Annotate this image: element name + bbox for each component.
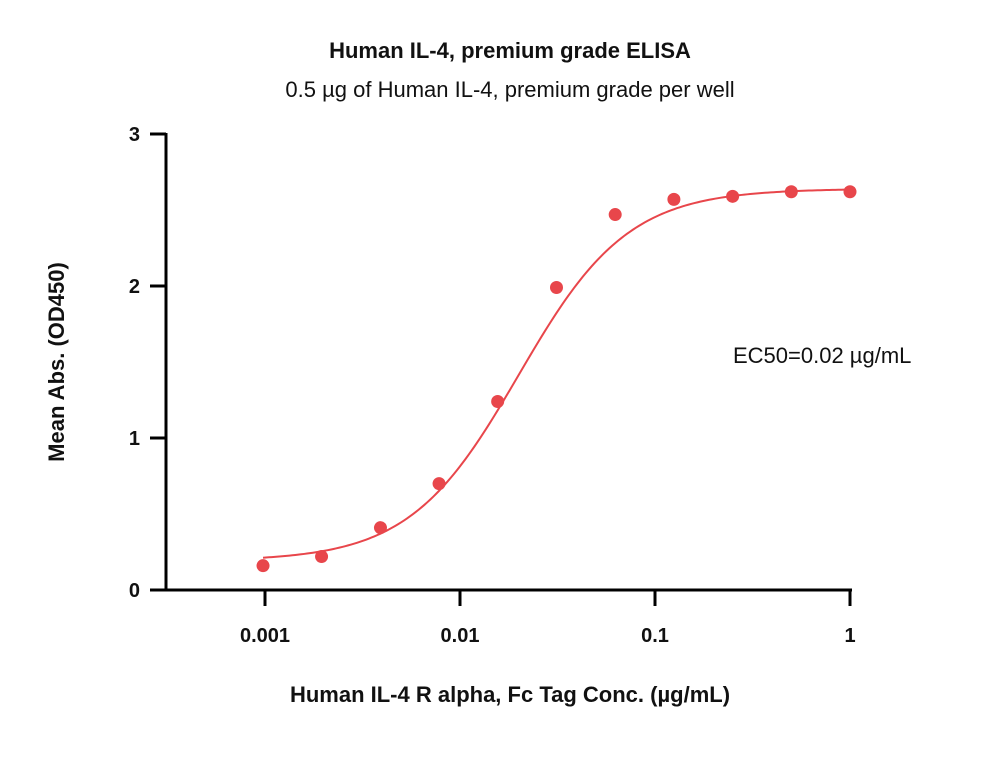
data-point xyxy=(843,185,857,199)
y-tick-label: 2 xyxy=(129,276,140,298)
data-points xyxy=(256,185,857,573)
x-ticks: 0.001 0.01 0.1 1 xyxy=(240,590,856,647)
data-point xyxy=(432,477,446,491)
data-point xyxy=(491,395,505,409)
y-ticks: 0 1 2 3 xyxy=(129,124,166,602)
chart-title: Human IL-4, premium grade ELISA xyxy=(329,38,691,63)
x-tick-label: 0.1 xyxy=(641,625,669,647)
y-tick-label: 3 xyxy=(129,124,140,146)
data-point xyxy=(667,192,681,206)
data-point xyxy=(373,521,387,535)
ec50-annotation: EC50=0.02 µg/mL xyxy=(733,343,911,368)
x-axis-label: Human IL-4 R alpha, Fc Tag Conc. (µg/mL) xyxy=(290,682,730,707)
data-point xyxy=(726,189,740,203)
chart-subtitle: 0.5 µg of Human IL-4, premium grade per … xyxy=(285,77,734,102)
data-point xyxy=(608,208,622,222)
y-tick-label: 1 xyxy=(129,428,140,450)
x-tick-label: 0.001 xyxy=(240,625,290,647)
x-tick-label: 0.01 xyxy=(441,625,480,647)
data-point xyxy=(315,550,329,564)
axes xyxy=(164,133,852,592)
data-point xyxy=(784,185,798,199)
fit-curve xyxy=(262,188,851,559)
y-axis-label: Mean Abs. (OD450) xyxy=(44,262,69,462)
data-point xyxy=(256,559,270,573)
x-tick-label: 1 xyxy=(844,625,855,647)
y-tick-label: 0 xyxy=(129,580,140,602)
data-point xyxy=(549,281,563,295)
